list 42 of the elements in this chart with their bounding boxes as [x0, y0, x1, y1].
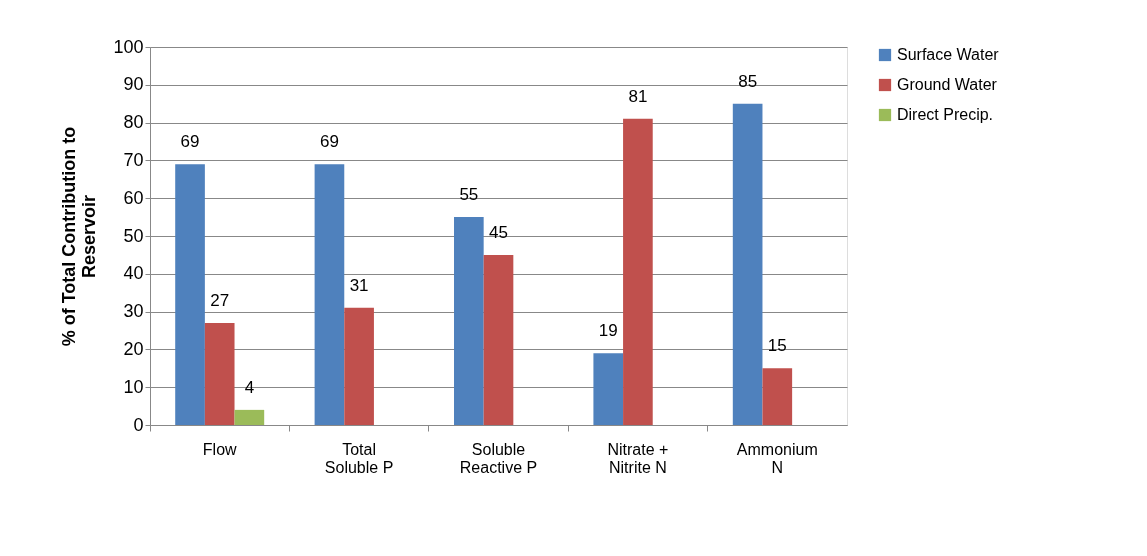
bar: [623, 118, 653, 425]
legend-label: Direct Precip.: [897, 106, 994, 123]
y-tick-label: 70: [123, 149, 144, 170]
y-tick-label: 100: [113, 36, 144, 57]
x-tick-label: Flow: [202, 440, 238, 458]
bar: [344, 307, 374, 425]
bar: [204, 322, 235, 425]
bar: [234, 409, 265, 425]
x-tick-label: Soluble Reactive P: [459, 440, 538, 476]
data-label: 55: [459, 185, 479, 205]
bar: [314, 164, 345, 425]
y-tick-label: 10: [123, 376, 144, 397]
data-label: 69: [319, 132, 339, 152]
bar: [593, 353, 624, 425]
data-label: 45: [489, 222, 508, 242]
y-tick-label: 0: [133, 414, 144, 435]
y-tick-label: 20: [123, 338, 144, 359]
data-label: 4: [244, 377, 255, 397]
y-tick-label: 30: [123, 301, 144, 322]
bar: [454, 217, 484, 425]
y-axis-title: % of Total Contribution to Reservoir: [59, 126, 100, 347]
data-label: 85: [738, 71, 758, 91]
data-label: 19: [598, 321, 618, 341]
x-tick-label: Ammonium N: [736, 440, 818, 476]
y-tick-label: 80: [123, 112, 144, 133]
x-tick-label: Total Soluble P: [324, 440, 394, 476]
bar: [483, 254, 514, 425]
data-label: 69: [180, 132, 200, 152]
y-tick-label: 50: [123, 225, 144, 246]
bar: [175, 164, 205, 425]
data-label: 81: [628, 86, 648, 106]
data-label: 27: [210, 290, 230, 310]
data-label: 31: [349, 275, 369, 295]
legend-label: Ground Water: [897, 76, 998, 93]
data-label: 15: [767, 336, 787, 356]
legend-label: Surface Water: [897, 46, 1000, 63]
y-tick-label: 60: [123, 187, 144, 208]
y-tick-label: 90: [123, 74, 144, 95]
x-tick-label: Nitrate + Nitrite N: [607, 440, 669, 476]
y-tick-label: 40: [123, 263, 144, 284]
bar: [732, 103, 763, 425]
bar: [762, 368, 793, 425]
